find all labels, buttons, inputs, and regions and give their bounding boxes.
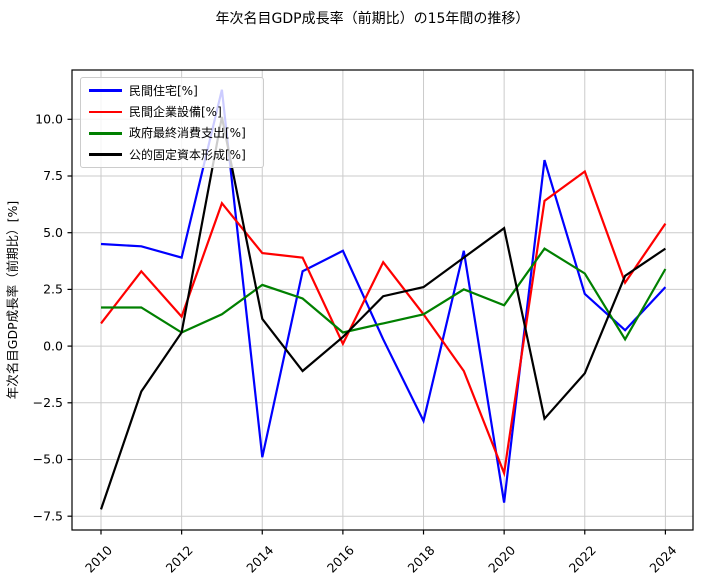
y-axis-label: 年次名目GDP成長率（前期比）[%]	[5, 201, 20, 399]
legend-line-swatch	[89, 89, 122, 92]
legend-item-label: 政府最終消費支出[%]	[129, 126, 246, 141]
x-tick-label: 2024	[646, 542, 679, 575]
y-tick-label: −5.0	[33, 452, 63, 467]
y-tick-label: −7.5	[33, 508, 63, 523]
y-tick-label: 0.0	[43, 338, 63, 353]
grid	[72, 70, 693, 530]
x-tick-label: 2022	[566, 543, 599, 576]
series-line-private-housing	[100, 89, 667, 503]
legend-item-label: 民間住宅[%]	[129, 83, 198, 98]
legend-item-govt-consumption: 政府最終消費支出[%]	[89, 123, 255, 144]
x-tick-label: 2018	[405, 542, 438, 575]
y-tick-label: 2.5	[43, 282, 63, 297]
x-tick-label: 2014	[243, 542, 276, 575]
chart-title: 年次名目GDP成長率（前期比）の15年間の推移）	[215, 11, 530, 27]
axes-box	[71, 69, 694, 531]
legend-line-swatch	[89, 110, 122, 114]
x-tick-label: 2020	[485, 542, 518, 575]
plot-lines	[99, 89, 667, 510]
series-line-private-capex	[100, 169, 667, 478]
series-line-public-investment	[99, 116, 667, 510]
legend-item-label: 公的固定資本形成[%]	[129, 147, 246, 162]
y-tick-label: 10.0	[35, 112, 63, 127]
legend: 民間住宅[%] 民間企業設備[%] 政府最終消費支出[%] 公的固定資本形成[%]	[80, 77, 264, 169]
x-tick-label: 2016	[324, 542, 357, 575]
legend-item-private-capex: 民間企業設備[%]	[89, 101, 255, 122]
legend-item-private-housing: 民間住宅[%]	[89, 80, 255, 101]
series-line-govt-consumption	[101, 247, 667, 342]
y-tick-label: −2.5	[33, 395, 63, 410]
tick-marks	[67, 118, 667, 535]
legend-item-public-investment: 公的固定資本形成[%]	[89, 144, 255, 165]
legend-item-label: 民間企業設備[%]	[129, 104, 222, 119]
y-tick-label: 5.0	[43, 225, 63, 240]
x-tick-label: 2010	[82, 542, 115, 575]
x-tick-label: 2012	[163, 543, 196, 576]
legend-line-swatch	[89, 153, 122, 156]
y-tick-label: 7.5	[43, 168, 63, 183]
legend-line-swatch	[89, 131, 122, 135]
